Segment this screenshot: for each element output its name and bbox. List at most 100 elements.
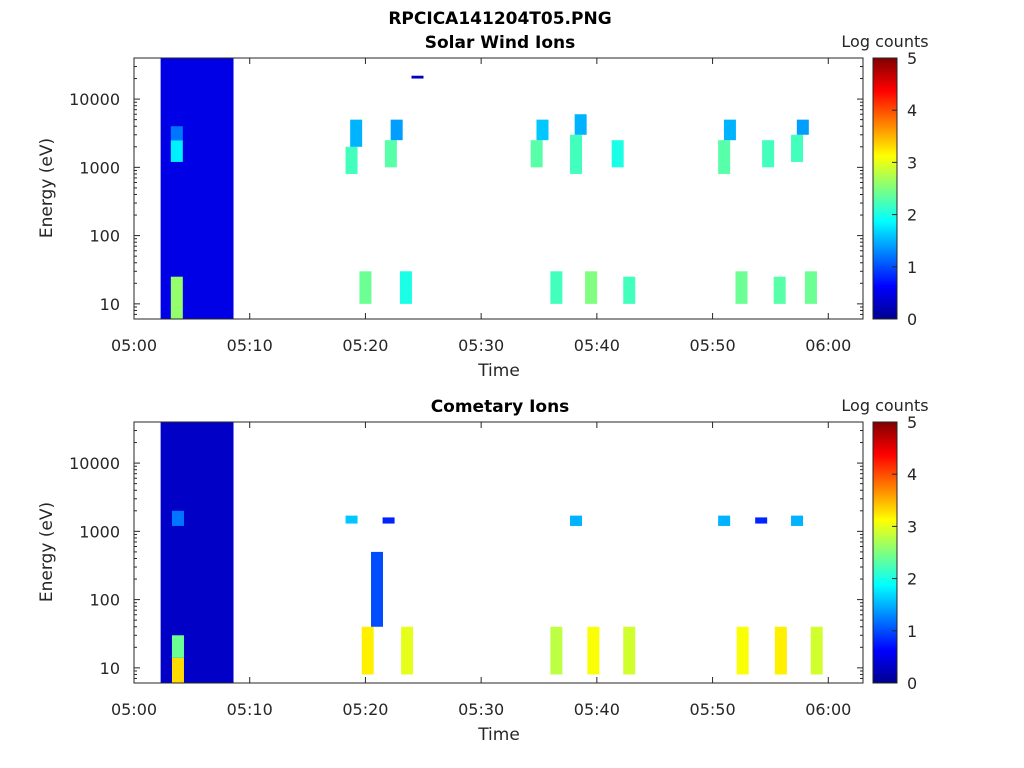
heatmap-cell [623,626,636,675]
y-tick-label: 1000 [79,522,120,541]
x-axis-ticks: 05:00 05:10 05:20 05:30 05:40 05:50 06:00 [111,58,851,355]
heatmap-cell [411,75,424,79]
heatmap-cell [550,626,563,675]
x-tick-label: 05:20 [342,336,388,355]
heatmap-cell [171,657,184,683]
background-block [160,58,234,319]
y-axis-label: Energy (eV) [37,138,57,238]
colorbar-title: Log counts [841,396,928,415]
heatmap-cell [791,134,804,162]
colorbar-tick-label: 4 [907,465,917,484]
background-block [160,422,234,683]
heatmap-cell [587,626,600,675]
heatmap-cell [736,626,749,675]
panel-title: Cometary Ions [431,397,570,417]
plot-frame [133,57,864,320]
colorbar-gradient [872,57,898,320]
colorbar-ticks: 0 1 2 3 4 5 [892,413,917,693]
colorbar-tick-label: 5 [907,49,917,68]
heatmap-cell [570,134,583,174]
heatmap-cell [774,626,787,675]
y-axis-label: Energy (eV) [37,502,57,602]
heatmap-cell [574,114,587,135]
x-axis-ticks: 05:00 05:10 05:20 05:30 05:40 05:50 06:00 [111,422,851,719]
heatmap-cell [755,517,768,524]
plot-frame [133,421,864,684]
x-tick-label: 06:00 [805,700,851,719]
y-tick-label: 10000 [69,454,120,473]
heatmap-cell [170,276,183,319]
heatmap-cell [345,146,358,174]
heatmap-cell [345,515,358,524]
x-tick-label: 05:40 [574,700,620,719]
heatmap-cell [390,119,403,141]
colorbar-ticks: 0 1 2 3 4 5 [892,49,917,329]
y-tick-label: 10000 [69,90,120,109]
x-tick-label: 05:40 [574,336,620,355]
colorbar-tick-label: 5 [907,413,917,432]
heatmap-cell [723,119,736,141]
x-tick-label: 05:10 [227,336,273,355]
heatmap-cell [718,140,731,174]
heatmap-cells [160,422,823,683]
colorbar-title: Log counts [841,32,928,51]
colorbar-tick-label: 3 [907,517,917,536]
heatmap-cell [171,510,184,526]
heatmap-cell [359,271,372,304]
x-tick-label: 05:10 [227,700,273,719]
heatmap-cell [170,126,183,141]
panel-title: Solar Wind Ions [425,33,576,53]
heatmap-cell [361,626,374,675]
heatmap-cells [160,58,817,319]
heatmap-cell [762,140,775,168]
x-axis-label: Time [477,361,520,381]
heatmap-cell [382,517,395,524]
colorbar-tick-label: 4 [907,101,917,120]
colorbar-tick-label: 0 [907,674,917,693]
x-tick-label: 05:20 [342,700,388,719]
y-tick-label: 10 [100,659,120,678]
y-tick-label: 1000 [79,158,120,177]
figure-title: RPCICA141204T05.PNG [388,9,611,29]
colorbar-tick-label: 3 [907,153,917,172]
heatmap-cell [611,140,624,168]
colorbar: 0 1 2 3 4 5 Log counts [841,32,928,329]
heatmap-cell [796,119,809,135]
heatmap-cell [623,276,636,304]
heatmap-cell [170,140,183,162]
heatmap-cell [585,271,598,304]
x-tick-label: 05:00 [111,336,157,355]
x-axis-label: Time [477,725,520,745]
y-axis-ticks: 10 100 1000 10000 [69,57,863,320]
heatmap-cell [570,515,583,526]
colorbar: 0 1 2 3 4 5 Log counts [841,396,928,693]
x-tick-label: 05:50 [690,700,736,719]
y-tick-label: 10 [100,295,120,314]
heatmap-cell [810,626,823,675]
heatmap-cell [791,515,804,526]
colorbar-tick-label: 2 [907,206,917,225]
colorbar-gradient [872,421,898,684]
x-tick-label: 05:30 [458,700,504,719]
colorbar-tick-label: 0 [907,310,917,329]
x-tick-label: 05:50 [690,336,736,355]
heatmap-cell [384,140,397,168]
y-tick-label: 100 [89,227,120,246]
heatmap-cell [530,140,543,168]
heatmap-cell [350,119,363,147]
heatmap-cell [550,271,563,304]
x-tick-label: 05:30 [458,336,504,355]
x-tick-label: 06:00 [805,336,851,355]
heatmap-cell [401,626,414,675]
heatmap-cell [773,276,786,304]
heatmap-cell [371,551,383,627]
colorbar-tick-label: 1 [907,622,917,641]
heatmap-cell [718,515,731,526]
heatmap-cell [536,119,549,141]
heatmap-cell [399,271,412,304]
y-axis-ticks: 10 100 1000 10000 [69,421,863,684]
colorbar-tick-label: 1 [907,258,917,277]
y-tick-label: 100 [89,591,120,610]
